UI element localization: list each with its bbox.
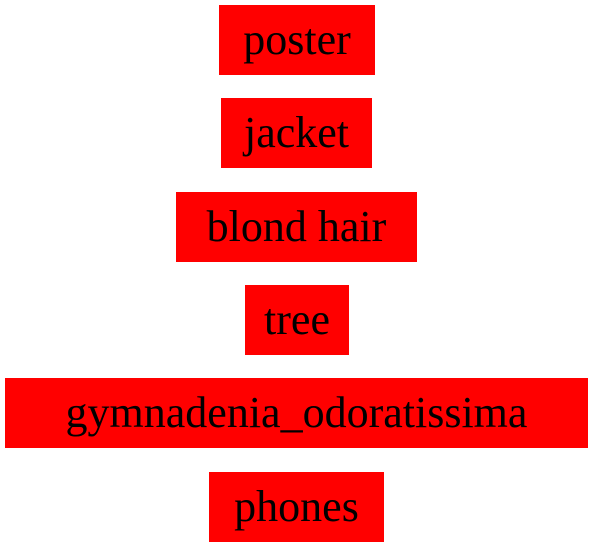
label-tree: tree — [245, 285, 349, 355]
label-phones: phones — [209, 472, 384, 542]
label-jacket: jacket — [221, 98, 372, 168]
label-gymnadenia-odoratissima: gymnadenia_odoratissima — [5, 378, 588, 448]
label-blond-hair: blond hair — [176, 192, 417, 262]
label-poster: poster — [219, 5, 375, 75]
